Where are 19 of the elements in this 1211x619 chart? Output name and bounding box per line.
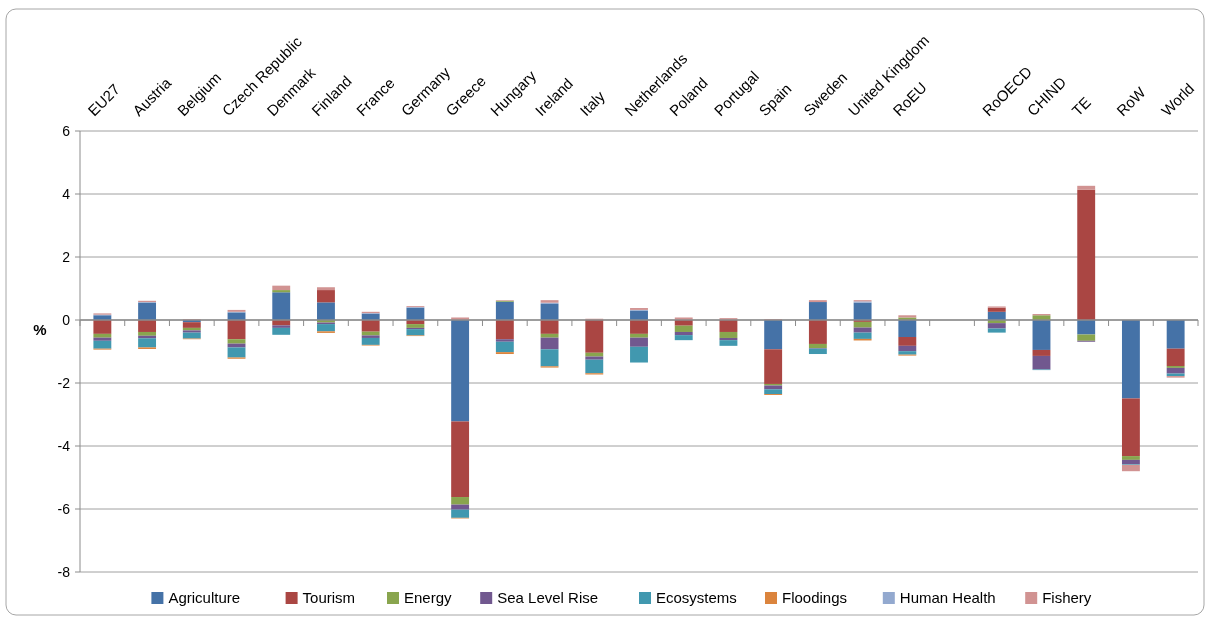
legend-label: Human Health xyxy=(899,589,996,607)
legend-label: Agriculture xyxy=(168,589,241,607)
y-tick-label: -2 xyxy=(57,374,71,391)
legend-label: Sea Level Rise xyxy=(497,589,599,607)
legend-label: Floodings xyxy=(782,589,848,607)
y-tick-label: 0 xyxy=(62,311,71,328)
y-tick-label: -4 xyxy=(57,437,71,454)
y-tick-label: 2 xyxy=(62,248,71,265)
y-axis-title: % xyxy=(33,321,47,339)
y-tick-label: 4 xyxy=(62,185,71,202)
y-tick-label: -6 xyxy=(57,500,71,517)
legend-label: Ecosystems xyxy=(656,589,737,607)
legend-label: Fishery xyxy=(1042,589,1092,607)
x-tick-label: Italy xyxy=(576,87,609,120)
legend-label: Energy xyxy=(404,589,453,607)
y-tick-label: -8 xyxy=(57,563,71,580)
x-tick-label: TE xyxy=(1068,93,1094,120)
y-tick-label: 6 xyxy=(62,122,71,139)
legend-label: Tourism xyxy=(302,589,356,607)
